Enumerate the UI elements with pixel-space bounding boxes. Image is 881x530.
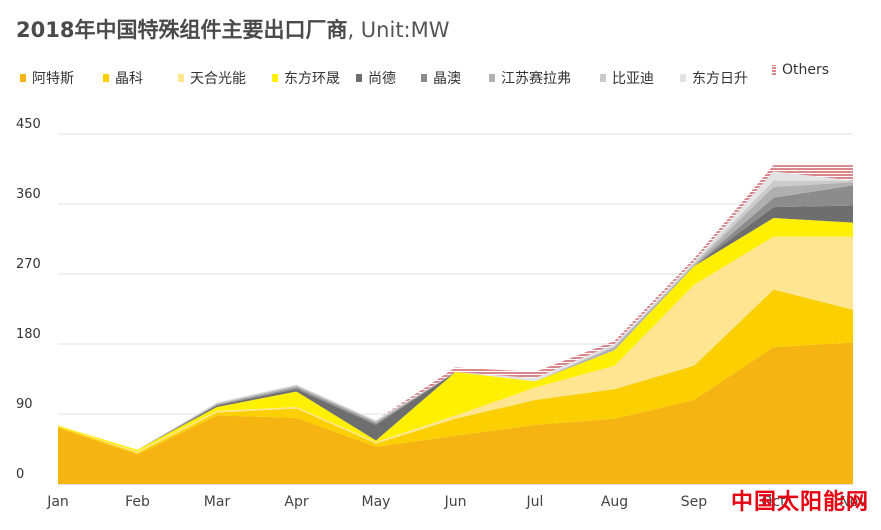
x-tick-label: Apr xyxy=(284,494,308,510)
legend-swatch xyxy=(20,74,26,82)
x-tick-label: Mar xyxy=(204,494,231,510)
x-tick-label: Nov xyxy=(839,494,866,510)
chart-legend: 阿特斯 晶科 天合光能 东方环晟 尚德 晶澳 江苏赛拉弗 比亚迪 东方日升 Others xyxy=(20,62,870,90)
legend-label: 比亚迪 xyxy=(612,71,654,87)
legend-item: Others xyxy=(772,62,829,78)
legend-swatch xyxy=(421,74,427,82)
legend-item: 尚德 xyxy=(356,68,396,88)
legend-item: 晶澳 xyxy=(421,68,461,88)
legend-swatch xyxy=(600,74,606,82)
legend-label: 东方环晟 xyxy=(284,71,340,87)
area-series-2 xyxy=(58,236,853,453)
legend-item: 天合光能 xyxy=(178,68,246,88)
area-series-1 xyxy=(58,289,853,455)
x-tick-label: Jan xyxy=(46,494,69,510)
legend-label: Others xyxy=(782,62,830,78)
legend-item: 比亚迪 xyxy=(600,68,654,88)
legend-label: 东方日升 xyxy=(692,71,748,87)
legend-label: 晶澳 xyxy=(433,71,461,87)
y-tick-label: 90 xyxy=(16,397,33,412)
area-series xyxy=(58,165,853,484)
y-tick-label: 0 xyxy=(16,467,24,482)
legend-label: 江苏赛拉弗 xyxy=(501,71,571,87)
area-series-0 xyxy=(58,342,853,484)
legend-swatch xyxy=(772,65,776,75)
x-tick-label: Jul xyxy=(526,494,544,510)
x-tick-label: Sep xyxy=(681,494,708,510)
legend-item: 阿特斯 xyxy=(20,68,74,88)
legend-swatch xyxy=(103,74,109,82)
legend-label: 尚德 xyxy=(368,71,396,87)
legend-swatch xyxy=(178,74,184,82)
axes: 0 90 180 270 360 450 Jan Feb Mar Apr May Jun Jul Aug S… xyxy=(16,117,867,510)
legend-label: 天合光能 xyxy=(190,71,246,87)
legend-swatch xyxy=(680,74,686,82)
legend-item: 东方环晟 xyxy=(272,68,340,88)
legend-swatch xyxy=(356,74,362,82)
legend-label: 晶科 xyxy=(115,71,143,87)
chart-title: 2018年中国特殊组件主要出口厂商, Unit:MW xyxy=(16,18,450,42)
legend-item: 东方日升 xyxy=(680,68,748,88)
legend-label: 阿特斯 xyxy=(32,71,74,87)
x-tick-label: May xyxy=(362,494,391,510)
x-tick-label: Oct xyxy=(761,494,786,510)
y-tick-label: 450 xyxy=(16,117,41,132)
x-tick-label: Feb xyxy=(125,494,150,510)
legend-swatch xyxy=(272,74,278,82)
x-tick-label: Jun xyxy=(444,494,467,510)
area-series-3 xyxy=(58,218,853,452)
x-tick-label: Aug xyxy=(601,494,628,510)
legend-item: 晶科 xyxy=(103,68,143,88)
legend-swatch xyxy=(489,74,495,82)
legend-item: 江苏赛拉弗 xyxy=(489,68,571,88)
y-tick-label: 180 xyxy=(16,327,41,342)
y-tick-label: 360 xyxy=(16,187,41,202)
y-tick-label: 270 xyxy=(16,257,41,272)
watermark-text: 中国太阳能网 xyxy=(730,490,869,515)
